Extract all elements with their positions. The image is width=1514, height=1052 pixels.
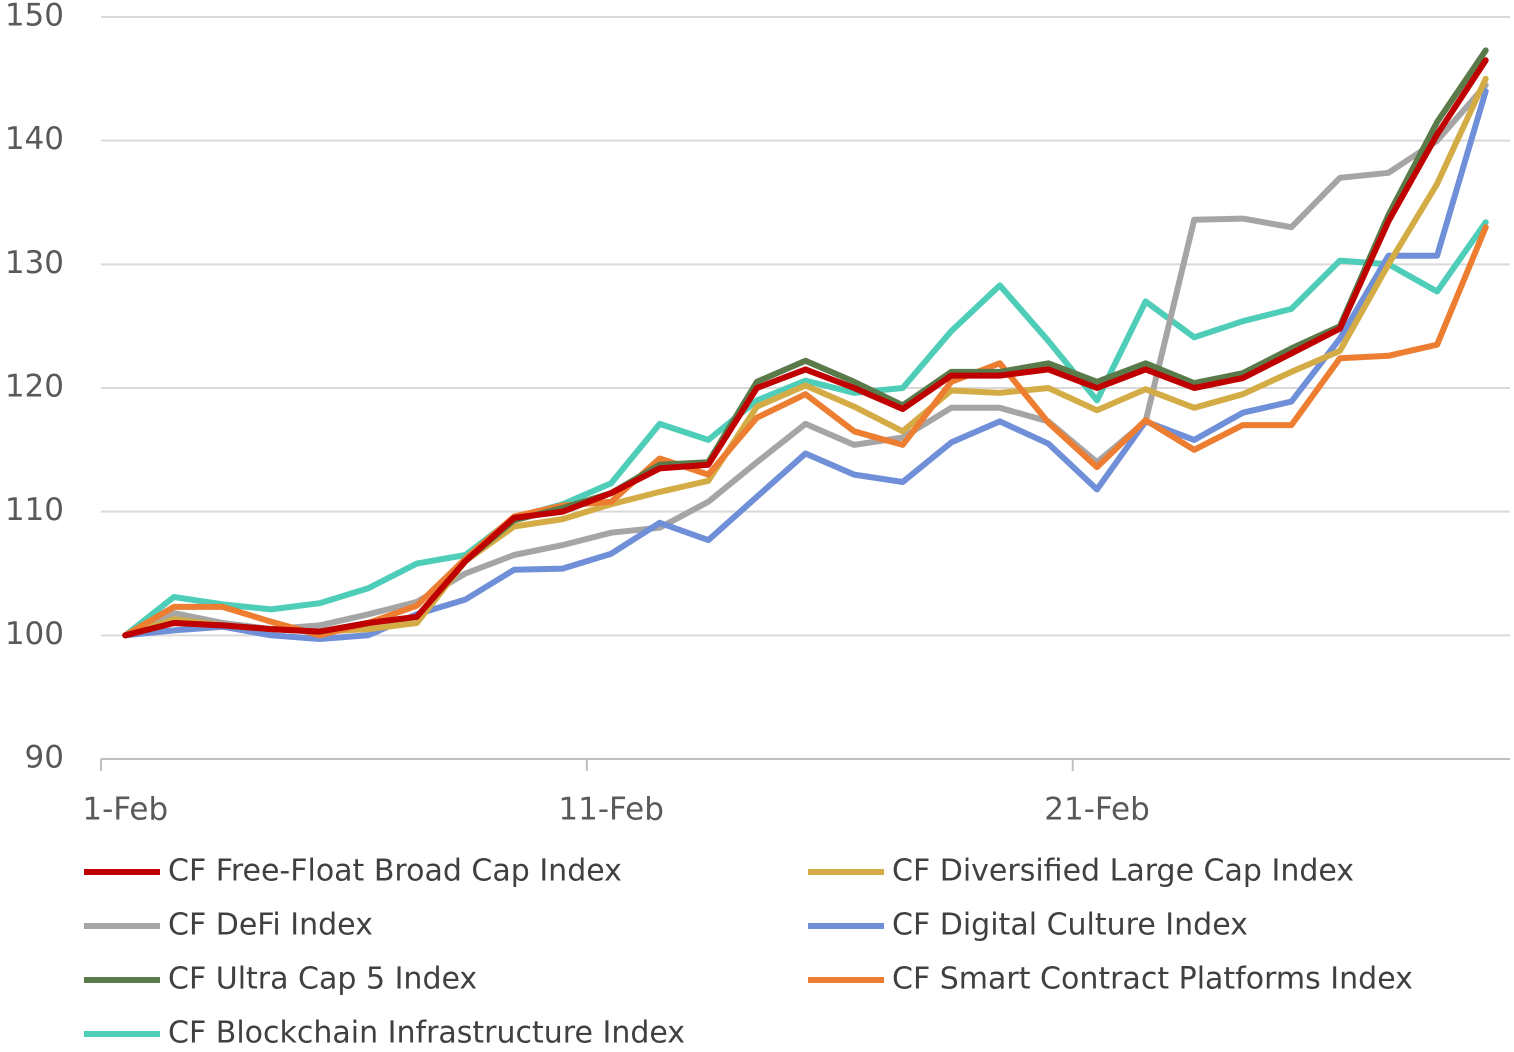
legend-label: CF Blockchain Infrastructure Index — [168, 1016, 685, 1051]
legend-label: CF Digital Culture Index — [892, 908, 1248, 943]
legend-label: CF Diversified Large Cap Index — [892, 854, 1354, 889]
x-tick-label: 11-Feb — [558, 792, 664, 828]
y-tick-label: 130 — [5, 245, 64, 281]
series-line — [122, 47, 1489, 639]
y-tick-label: 110 — [5, 492, 64, 528]
y-tick-label: 140 — [5, 121, 64, 157]
series-line — [122, 82, 1489, 639]
y-tick-label: 90 — [25, 740, 64, 776]
x-tick-label: 21-Feb — [1044, 792, 1150, 828]
legend-label: CF DeFi Index — [168, 908, 373, 943]
series-line — [122, 224, 1489, 639]
legend-label: CF Ultra Cap 5 Index — [168, 962, 477, 997]
y-tick-label: 120 — [5, 369, 64, 405]
legend-label: CF Smart Contract Platforms Index — [892, 962, 1413, 997]
series-line — [122, 57, 1489, 639]
y-tick-label: 100 — [5, 616, 64, 652]
y-tick-label: 150 — [5, 0, 64, 34]
series-line — [122, 219, 1489, 639]
series-line — [122, 88, 1489, 642]
legend-label: CF Free-Float Broad Cap Index — [168, 854, 622, 889]
x-tick-label: 1-Feb — [82, 792, 168, 828]
